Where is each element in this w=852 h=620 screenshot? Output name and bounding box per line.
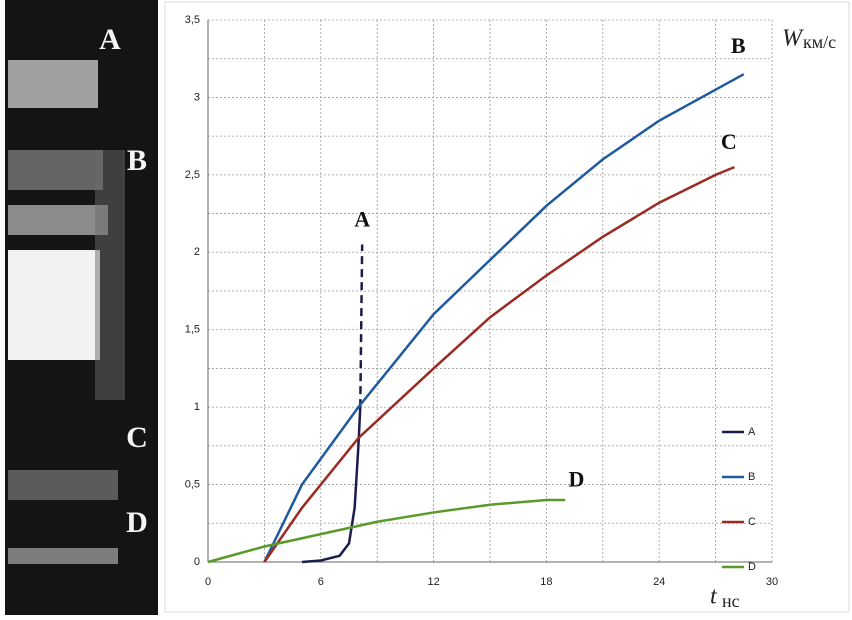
y-tick-label: 3 (194, 91, 200, 103)
legend-label: B (748, 471, 755, 483)
y-axis-unit: км/с (803, 32, 836, 52)
x-tick-label: 6 (318, 576, 324, 588)
photo-label: B (127, 144, 147, 177)
x-tick-label: 0 (205, 576, 211, 588)
y-tick-label: 3,5 (185, 14, 200, 26)
chart-frame (164, 1, 850, 613)
photo-stripe (8, 150, 103, 190)
series-line (263, 165, 735, 563)
photo-stripe (8, 205, 108, 235)
annotation: B (731, 33, 746, 58)
photo-stripe (8, 250, 100, 360)
photo-stripe (8, 548, 118, 564)
series-line (359, 244, 364, 408)
photo-stripe (95, 150, 125, 400)
photo-label: C (126, 421, 148, 454)
y-tick-label: 2,5 (185, 169, 200, 181)
x-tick-label: 12 (427, 576, 439, 588)
legend-label: A (748, 426, 756, 438)
y-tick-label: 1,5 (185, 324, 200, 336)
annotation: A (354, 206, 370, 231)
series-line (207, 498, 566, 564)
annotation: D (569, 467, 585, 492)
legend-label: D (748, 561, 756, 573)
x-axis-unit: нс (722, 591, 740, 611)
photo-stripe (8, 60, 98, 108)
y-tick-label: 0 (194, 556, 200, 568)
photo-label: A (99, 23, 121, 56)
y-tick-label: 2 (194, 246, 200, 258)
legend-label: C (748, 516, 756, 528)
annotation: C (721, 129, 737, 154)
photo-label: D (126, 506, 148, 539)
plot: 0 6 12 18 24 30 0 0,5 1 1,5 2 2,5 3 3,5 A B C D A B C D (185, 14, 778, 588)
y-tick-label: 0,5 (185, 478, 200, 490)
x-tick-label: 24 (653, 576, 665, 588)
x-tick-label: 30 (766, 576, 778, 588)
photo-stripe (8, 470, 118, 500)
series-line (301, 407, 362, 564)
series-line (263, 73, 745, 563)
x-tick-label: 18 (540, 576, 552, 588)
photo: A B C D (5, 0, 158, 615)
y-axis-symbol: W (782, 26, 804, 52)
y-tick-label: 1 (194, 401, 200, 413)
x-axis-symbol: t (710, 584, 718, 610)
